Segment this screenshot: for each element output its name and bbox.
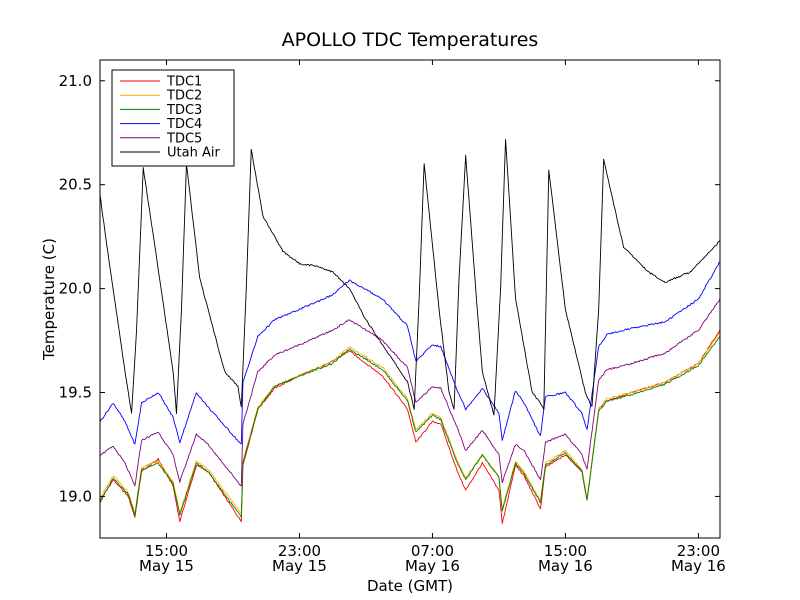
x-tick-time-label: 23:00 [278,542,321,560]
x-axis-label: Date (GMT) [367,577,453,595]
plot-frame [99,59,721,539]
series-line-tdc2 [99,331,721,514]
x-tick-time-label: 23:00 [677,542,720,560]
y-tick-label: 19.0 [59,487,92,505]
y-tick-label: 21.0 [59,72,92,90]
x-tick-time-label: 15:00 [544,542,587,560]
series-line-tdc3 [99,336,721,518]
legend-label: TDC5 [166,131,202,146]
x-tick-date-label: May 16 [671,557,726,575]
chart-title: APOLLO TDC Temperatures [282,29,539,51]
legend-label: TDC3 [166,103,202,118]
legend-label: Utah Air [167,146,220,161]
legend-label: TDC4 [166,117,202,132]
x-tick-date-label: May 16 [538,557,593,575]
y-axis: 19.0 19.5 20.0 20.5 21.0 [59,72,720,505]
series-line-tdc4 [99,261,721,445]
x-tick-date-label: May 15 [272,557,327,575]
x-tick-time-label: 07:00 [411,542,454,560]
x-tick-time-label: 15:00 [145,542,188,560]
x-tick-date-label: May 16 [405,557,460,575]
y-tick-label: 20.0 [59,280,92,298]
legend-box [111,69,235,167]
series-layer [99,139,721,525]
series-line-tdc5 [99,298,721,487]
legend-label: TDC1 [166,75,202,90]
x-tick-date-label: May 15 [139,557,194,575]
legend-label: TDC2 [166,89,202,104]
y-tick-label: 20.5 [59,176,92,194]
y-tick-label: 19.5 [59,384,92,402]
series-line-utah-air [99,139,721,416]
y-axis-label: Temperature (C) [40,238,58,361]
